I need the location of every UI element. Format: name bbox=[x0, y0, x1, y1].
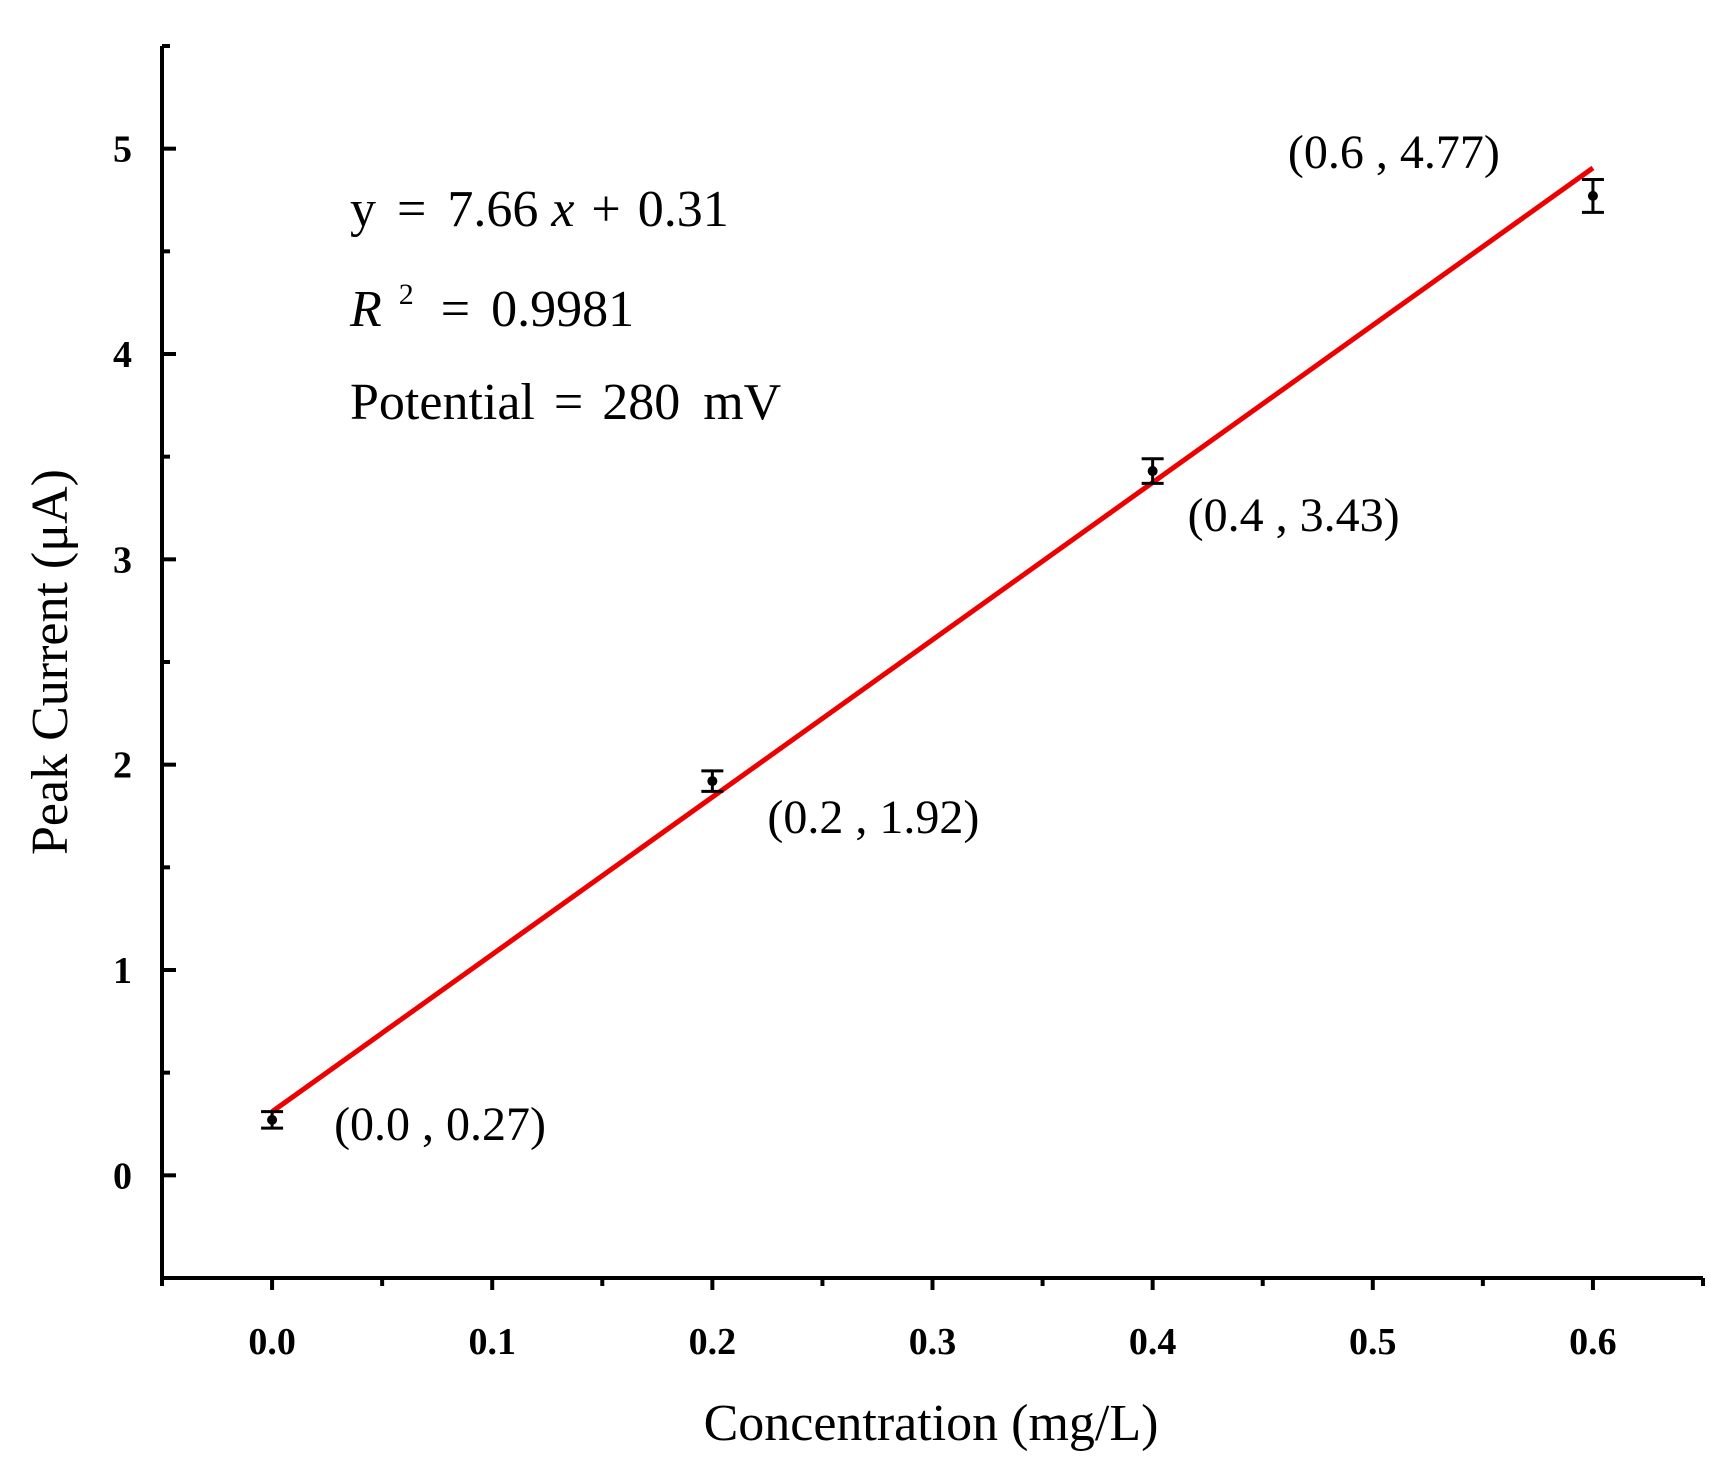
y-tick-label: 0 bbox=[113, 1155, 132, 1197]
fit-equation: y = 7.66 x + 0.31 bbox=[350, 181, 729, 238]
data-point-label: (0.6 , 4.77) bbox=[1288, 126, 1500, 179]
y-tick-label: 1 bbox=[113, 950, 132, 992]
r2-r: R bbox=[349, 281, 382, 338]
x-tick-label: 0.3 bbox=[909, 1321, 957, 1363]
data-point bbox=[1147, 466, 1158, 477]
x-axis-title: Concentration (mg/L) bbox=[704, 1395, 1159, 1452]
data-point bbox=[1587, 190, 1598, 201]
r2-equals: = bbox=[441, 281, 470, 338]
x-tick-label: 0.0 bbox=[248, 1321, 296, 1363]
y-ticks: 0 1 2 3 4 5 bbox=[113, 44, 176, 1280]
x-ticks: 0.0 0.1 0.2 0.3 0.4 0.5 0.6 bbox=[160, 1278, 1705, 1363]
data-point-label: (0.4 , 3.43) bbox=[1188, 489, 1400, 542]
potential-unit: mV bbox=[703, 374, 781, 431]
data-point bbox=[707, 776, 718, 787]
data-point-group: (0.2 , 1.92) bbox=[701, 769, 979, 844]
data-point bbox=[267, 1114, 278, 1125]
fit-line bbox=[270, 165, 1595, 1114]
x-tick-label: 0.2 bbox=[689, 1321, 737, 1363]
data-point-label: (0.2 , 1.92) bbox=[767, 791, 979, 844]
y-tick-label: 2 bbox=[113, 745, 132, 787]
data-point-group: (0.6 , 4.77) bbox=[1288, 126, 1604, 214]
eq-y: y bbox=[350, 181, 376, 238]
potential-label: Potential = 280 mV bbox=[350, 374, 781, 431]
r-squared: R 2 = 0.9981 bbox=[349, 259, 634, 338]
eq-equals: = bbox=[397, 181, 426, 238]
y-tick-label: 3 bbox=[113, 539, 132, 581]
annotation-block: y = 7.66 x + 0.31 R 2 = 0.9981 Potential… bbox=[349, 181, 781, 431]
x-tick-label: 0.6 bbox=[1569, 1321, 1617, 1363]
x-tick-label: 0.4 bbox=[1129, 1321, 1177, 1363]
y-axis-title: Peak Current (μA) bbox=[22, 469, 79, 855]
x-tick-label: 0.5 bbox=[1349, 1321, 1397, 1363]
r2-value: 0.9981 bbox=[491, 281, 634, 338]
x-tick-label: 0.1 bbox=[468, 1321, 516, 1363]
potential-equals: = bbox=[554, 374, 583, 431]
potential-value: 280 bbox=[602, 374, 680, 431]
data-point-label: (0.0 , 0.27) bbox=[334, 1098, 546, 1151]
eq-slope: 7.66 bbox=[447, 181, 538, 238]
y-tick-label: 4 bbox=[113, 334, 132, 376]
eq-intercept: 0.31 bbox=[638, 181, 729, 238]
eq-plus: + bbox=[591, 181, 620, 238]
r2-sup: 2 bbox=[399, 278, 414, 311]
eq-x: x bbox=[550, 181, 574, 238]
y-tick-label: 5 bbox=[113, 129, 132, 171]
data-point-group: (0.4 , 3.43) bbox=[1141, 457, 1400, 542]
data-point-group: (0.0 , 0.27) bbox=[261, 1098, 546, 1151]
potential-name: Potential bbox=[350, 374, 535, 431]
data-points: (0.0 , 0.27) (0.2 , 1.92) (0.4 , 3.43) (0.6… bbox=[261, 126, 1604, 1151]
